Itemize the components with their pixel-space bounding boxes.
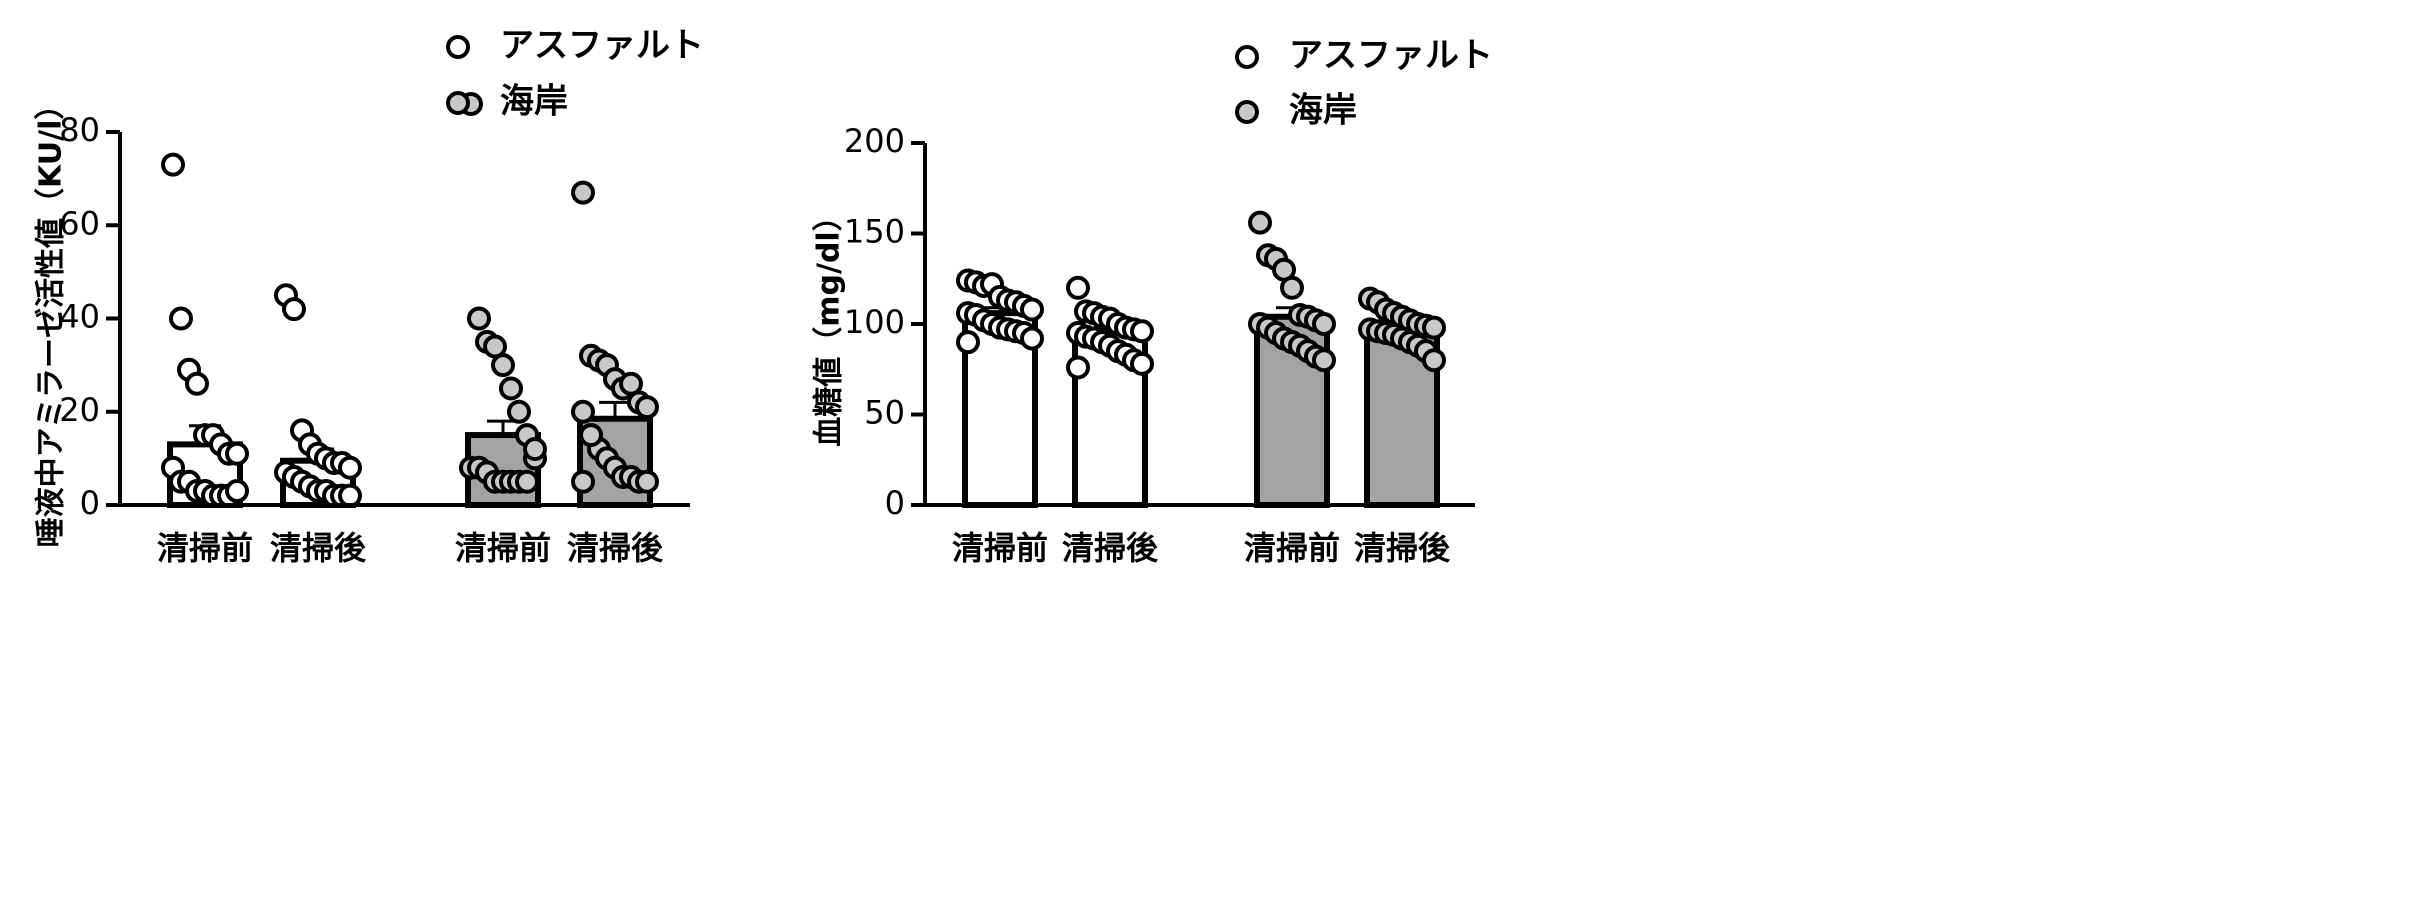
data-point [1020,297,1044,322]
data-point [1422,315,1446,340]
data-point [571,399,595,424]
y-tick-label: 0 [80,484,100,522]
x-tick-label: 清掃前 [952,529,1048,567]
data-point [1020,326,1044,351]
data-point [491,353,515,378]
legend-label: アスファルト [500,26,704,66]
data-point [579,423,603,448]
data-point [467,306,491,331]
x-tick-label: 清掃後 [567,529,664,567]
data-point [635,395,659,420]
legend-marker [446,35,470,59]
y-tick-label: 100 [844,303,905,341]
y-tick-label: 40 [59,298,100,336]
data-point [499,376,523,401]
data-point [1312,348,1336,373]
data-point [507,399,531,424]
data-point [1066,275,1090,300]
data-point [523,437,547,462]
legend-label: 海岸 [500,82,568,122]
x-tick-label: 清掃後 [1354,529,1451,567]
y-tick-label: 60 [59,204,100,242]
data-point [1066,355,1090,380]
data-point [338,455,362,480]
legend-marker [446,91,470,115]
data-point [635,469,659,494]
data-point [1130,351,1154,376]
legend-marker [1235,100,1259,124]
y-axis-label: 唾液中アミラーゼ活性値（KU/l） [34,90,69,548]
data-point [1312,312,1336,336]
legend-label: 海岸 [1289,91,1357,131]
data-point [1248,210,1272,235]
data-point [225,441,249,466]
data-point [1130,319,1154,344]
x-tick-label: 清掃後 [270,529,367,567]
data-point [571,469,595,494]
y-axis-label: 血糖値（mg/dl） [812,201,847,446]
error-bar [599,400,631,419]
data-point [1422,348,1446,373]
y-tick-label: 50 [864,394,905,432]
x-tick-label: 清掃前 [455,529,551,567]
x-tick-label: 清掃前 [1244,529,1340,567]
data-point [282,297,306,322]
data-point [161,152,185,177]
data-point [169,306,193,331]
data-point [956,330,980,355]
x-tick-label: 清掃後 [1062,529,1159,567]
legend-marker [1235,45,1259,69]
y-tick-label: 150 [844,213,905,251]
x-tick-label: 清掃前 [157,529,253,567]
data-point [1280,275,1304,300]
data-point [571,180,595,205]
y-tick-label: 20 [59,391,100,429]
y-tick-label: 80 [59,111,100,149]
legend-label: アスファルト [1289,36,1493,76]
data-point [185,371,209,396]
y-tick-label: 0 [885,484,905,522]
data-point [338,483,362,508]
data-point [225,479,249,504]
y-tick-label: 200 [844,122,905,160]
data-point [515,469,539,494]
